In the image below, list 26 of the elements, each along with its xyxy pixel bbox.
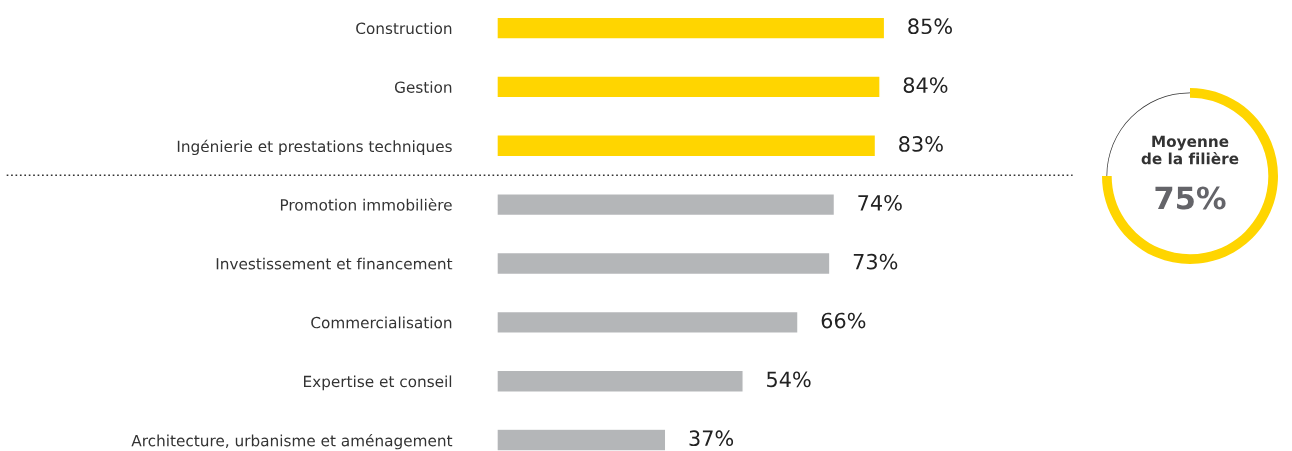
bar [497, 134, 877, 158]
y-tick-label: Ingénierie et prestations techniques [177, 139, 452, 156]
data-label: 73% [853, 253, 898, 270]
data-label: 54% [767, 371, 811, 388]
text: Moyenne de la filière [1141, 135, 1239, 165]
y-tick-label: Gestion [394, 81, 452, 93]
bar [497, 75, 881, 99]
bar [497, 369, 744, 393]
data-label: 37% [689, 430, 734, 447]
bar [497, 16, 886, 40]
data-label: 66% [821, 312, 866, 329]
bar [497, 193, 836, 217]
data-label: 75% [1155, 186, 1226, 210]
bar [497, 310, 799, 334]
data-label: 84% [903, 77, 948, 93]
bar [497, 428, 667, 451]
data-label: 85% [908, 18, 952, 35]
y-tick-label: Investissement et financement [216, 257, 453, 270]
y-tick-label: Expertise et conseil [304, 375, 452, 391]
y-tick-label: Architecture, urbanisme et aménagement [131, 433, 453, 450]
y-tick-label: Construction [356, 22, 452, 35]
y-tick-label: Commercialisation [311, 316, 452, 329]
bar [497, 251, 831, 276]
y-tick-label: Promotion immobilière [280, 198, 452, 211]
data-label: 83% [899, 136, 943, 152]
data-label: 74% [858, 194, 902, 211]
